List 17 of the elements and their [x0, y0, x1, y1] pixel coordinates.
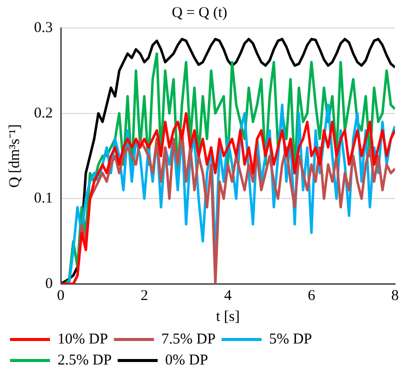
legend-label: 0% DP	[165, 352, 208, 368]
x-axis-title: t [s]	[216, 308, 240, 325]
legend-label: 10% DP	[58, 331, 108, 348]
y-tick-label: 0.1	[34, 190, 53, 207]
legend-label: 5% DP	[269, 331, 312, 348]
y-tick-label: 0.3	[34, 20, 53, 36]
y-tick-label: 0.2	[34, 105, 53, 122]
legend-label: 7.5% DP	[161, 331, 216, 348]
y-axis-title: Q [dm³s⁻¹]	[6, 124, 23, 188]
x-tick-label: 6	[308, 288, 316, 304]
legend-label: 2.5% DP	[58, 352, 112, 368]
y-tick-label: 0	[45, 276, 53, 292]
x-tick-label: 2	[140, 288, 148, 304]
chart-title: Q = Q (t)	[172, 4, 228, 21]
x-tick-label: 0	[57, 288, 64, 304]
x-tick-label: 4	[224, 288, 232, 304]
x-tick-label: 8	[391, 288, 399, 304]
